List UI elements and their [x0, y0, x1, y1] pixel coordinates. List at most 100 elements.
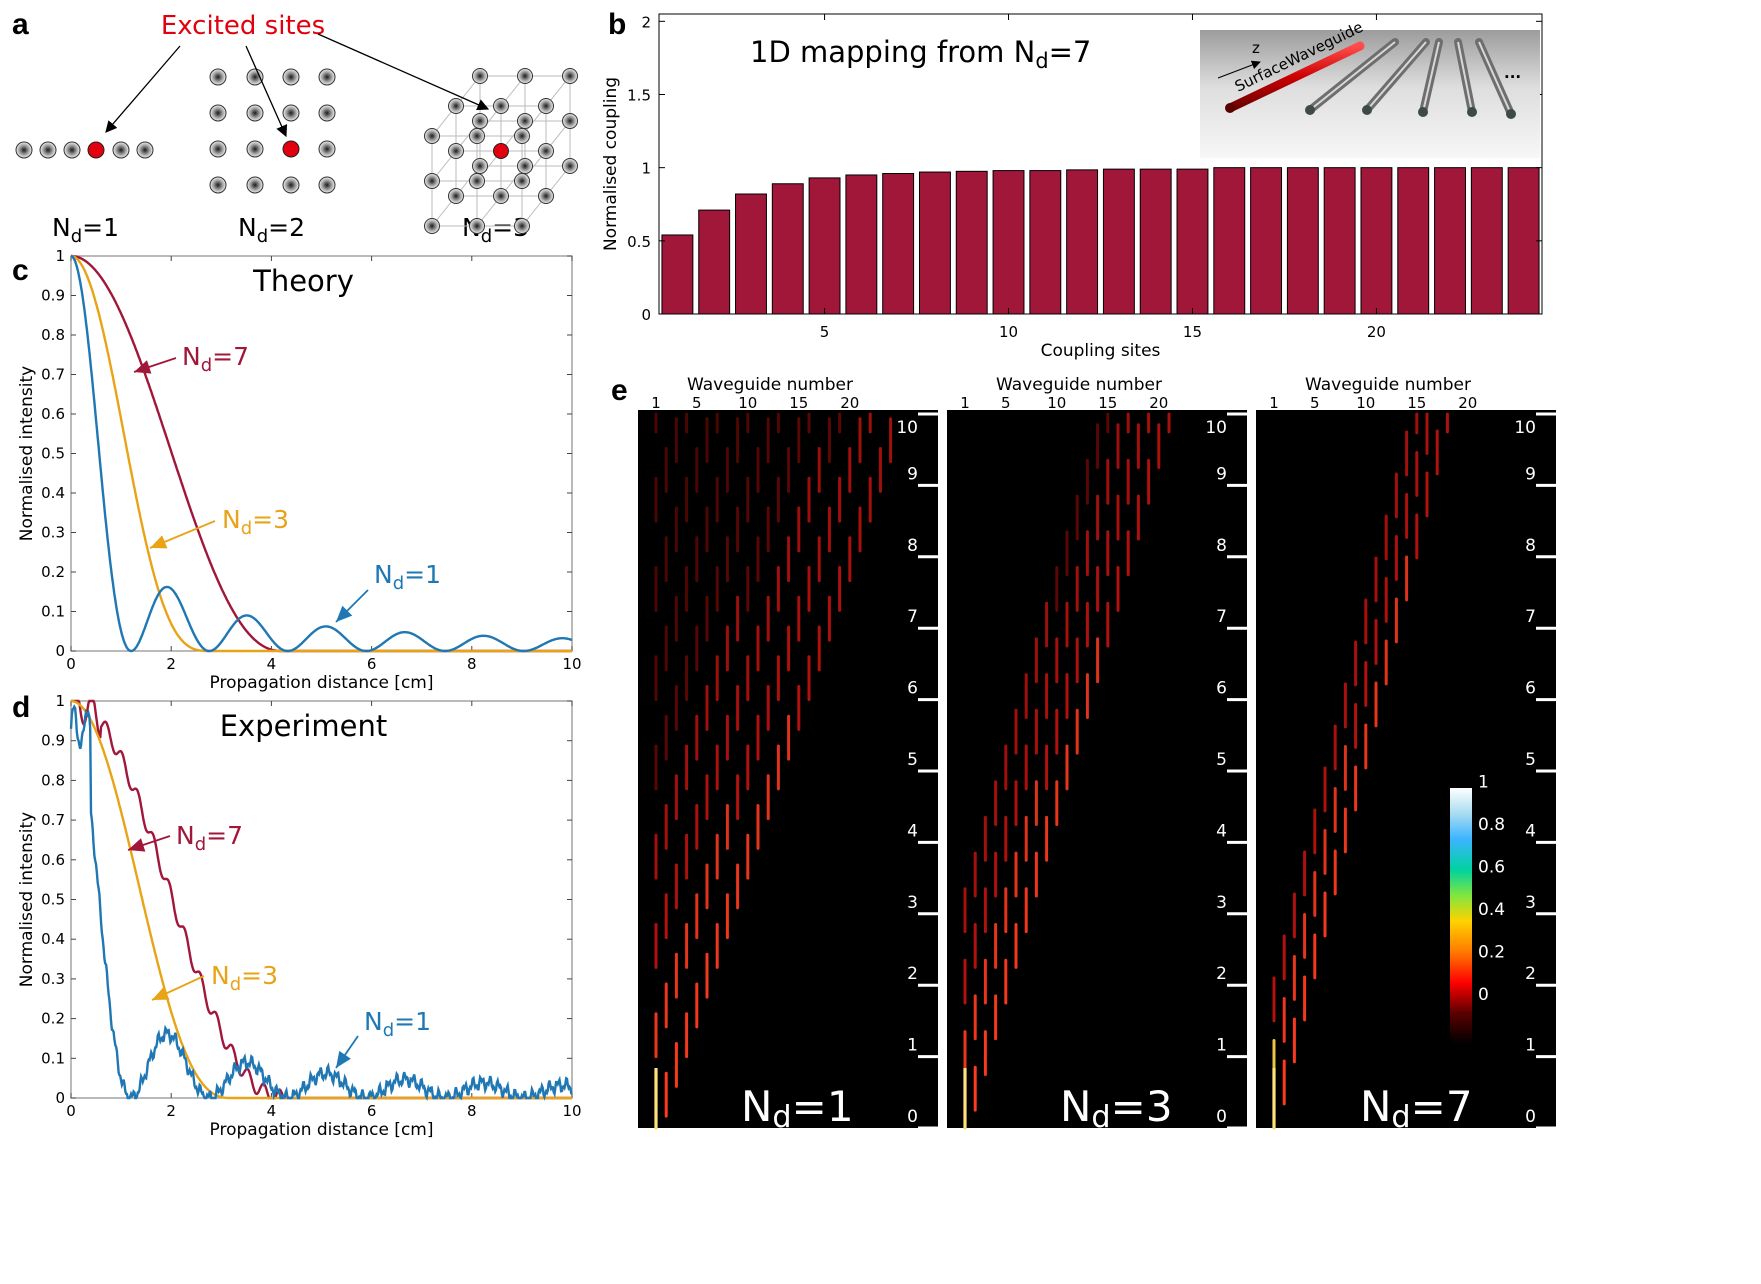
y-tick-label: 0.7 — [41, 811, 65, 829]
y-tick-label: 0.5 — [627, 233, 651, 251]
colorbar-tick-label: 0.8 — [1478, 815, 1505, 835]
lattice-site — [318, 140, 336, 158]
panel-a-lattices: Excited sites Nd=1 Nd=2 Nd=3 — [15, 11, 578, 247]
x-tick-label: 20 — [1458, 394, 1477, 412]
x-axis-title: Waveguide number — [1305, 375, 1471, 395]
chart-title: 1D mapping from Nd=7 — [750, 35, 1091, 73]
lattice-site — [448, 143, 464, 159]
y-tick-label: 0.3 — [41, 970, 65, 988]
lattice-site — [209, 104, 227, 122]
lattice-site — [469, 128, 485, 144]
x-tick-label: 4 — [267, 1102, 277, 1120]
y-tick-label: 1 — [55, 692, 65, 710]
lattice-site — [517, 113, 533, 129]
y-tick-label: 0 — [55, 642, 65, 660]
y-tick-label: 0.8 — [41, 771, 65, 789]
lattice-site — [39, 141, 57, 159]
annotation-arrowhead — [336, 605, 353, 622]
bar — [918, 171, 951, 315]
annotation-arrowhead — [336, 1050, 351, 1068]
series-line-N_d=3 — [70, 254, 572, 653]
y-tick-label: 0.4 — [41, 930, 65, 948]
bar — [735, 193, 767, 315]
bar — [661, 234, 694, 315]
x-axis-title: Waveguide number — [687, 375, 853, 395]
y-tick-label: 0.9 — [41, 287, 65, 305]
lattice-site — [136, 141, 154, 159]
y-tick-label: 4 — [1216, 821, 1227, 841]
lattice-site — [246, 140, 264, 158]
y-tick-label: 8 — [1525, 536, 1536, 556]
lattice-site — [493, 188, 509, 204]
bar — [845, 174, 878, 315]
x-tick-label: 20 — [1367, 323, 1386, 341]
y-tick-label: 10 — [1205, 418, 1227, 438]
lattice-site — [469, 173, 485, 189]
series-label: Nd=1 — [364, 1007, 431, 1041]
lattice-site — [448, 98, 464, 114]
lattice-site — [318, 176, 336, 194]
bar — [1323, 167, 1356, 315]
y-tick-label: 0.2 — [41, 563, 65, 581]
lattice-site — [15, 141, 33, 159]
bar — [698, 209, 731, 315]
y-tick-label: 0.6 — [41, 851, 65, 869]
waveguide-rod-highlight — [1309, 41, 1396, 111]
colorbar-gradient — [1450, 788, 1472, 1044]
surface-waveguide-rod — [1225, 41, 1365, 113]
x-tick-label: 10 — [1047, 394, 1066, 412]
y-tick-label: 1 — [1525, 1036, 1536, 1056]
x-tick-label: 2 — [166, 1102, 176, 1120]
annotation-arrowhead — [134, 360, 152, 374]
bar — [955, 170, 988, 315]
lattice-site — [493, 98, 509, 114]
arrow-to-2d-site — [245, 45, 288, 138]
waveguide-rod-highlight — [1422, 41, 1440, 113]
bar — [1139, 168, 1172, 315]
lattice-site — [517, 68, 533, 84]
panel-label-c: c — [12, 254, 29, 287]
y-tick-label: 4 — [1525, 821, 1536, 841]
lattice-site — [562, 158, 578, 174]
y-tick-label: 2 — [907, 964, 918, 984]
panel-label-d: d — [12, 691, 30, 724]
x-tick-label: 15 — [1098, 394, 1117, 412]
y-tick-label: 6 — [907, 679, 918, 699]
lattice-site — [246, 176, 264, 194]
waveguide-rod-highlight — [1366, 41, 1427, 111]
lattice-site — [112, 141, 130, 159]
y-tick-label: 1 — [55, 247, 65, 265]
x-tick-label: 6 — [367, 1102, 377, 1120]
bar — [808, 177, 841, 315]
y-axis-label: Normalised intensity — [17, 812, 37, 987]
arrow-to-3d-site — [317, 33, 490, 111]
bar — [1286, 167, 1319, 315]
nd-label: Nd=7 — [1360, 1082, 1473, 1135]
bar — [1066, 169, 1099, 315]
x-axis-label: Propagation distance [cm] — [210, 1120, 434, 1140]
y-tick-label: 1.5 — [627, 86, 651, 104]
y-tick-label: 9 — [1525, 464, 1536, 484]
y-axis-label: Normalised coupling — [601, 77, 621, 251]
y-tick-label: 0 — [55, 1089, 65, 1107]
colorbar: 0 0.2 0.4 0.6 0.8 1 Normalised intensity — [1427, 773, 1505, 1044]
lattice-site — [538, 188, 554, 204]
y-tick-label: 7 — [1216, 607, 1227, 627]
x-tick-label: 1 — [1269, 394, 1279, 412]
lattice-site — [472, 68, 488, 84]
panel-label-a: a — [12, 8, 29, 41]
y-tick-label: 8 — [1216, 536, 1227, 556]
y-tick-label: 2 — [1216, 964, 1227, 984]
annotation-arrowhead — [152, 986, 170, 1000]
y-tick-label: 7 — [907, 607, 918, 627]
y-tick-label: 7 — [1525, 607, 1536, 627]
series-label: Nd=3 — [222, 505, 289, 539]
waveguide-rod-highlight — [1457, 41, 1473, 113]
lattice-site — [246, 68, 264, 86]
bar — [1397, 167, 1430, 315]
y-tick-label: 8 — [907, 536, 918, 556]
